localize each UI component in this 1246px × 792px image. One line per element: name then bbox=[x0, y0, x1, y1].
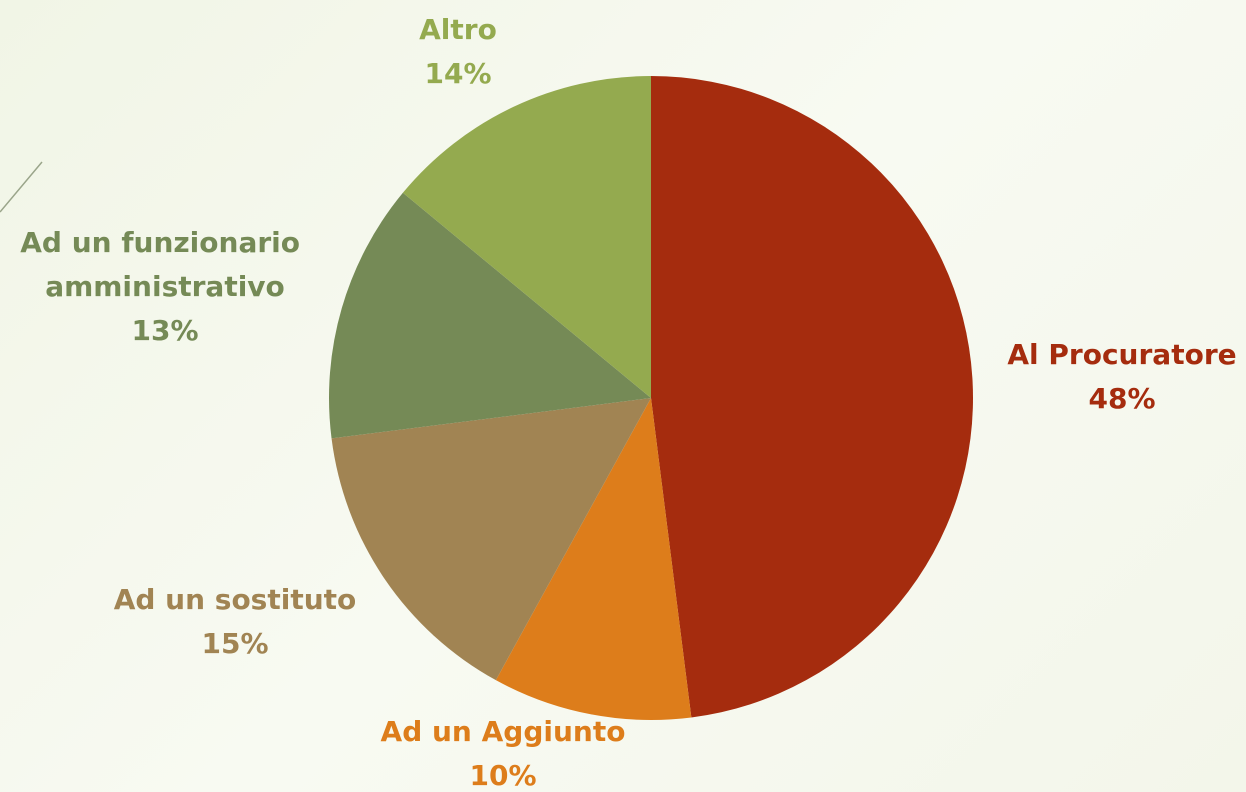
pie-slice bbox=[331, 398, 651, 681]
pie-slice bbox=[495, 398, 692, 720]
value-label: 48% bbox=[1088, 382, 1155, 415]
decoration bbox=[0, 161, 43, 213]
slice-label: Ad un sostituto bbox=[114, 583, 357, 616]
slice-label: Ad un Aggiunto bbox=[381, 715, 626, 748]
pie-slice bbox=[651, 76, 974, 718]
labels: Al Procuratore 48% Ad un Aggiunto 10% Ad un … bbox=[20, 13, 1236, 792]
value-label: 14% bbox=[424, 57, 491, 90]
pie bbox=[329, 76, 974, 720]
pie-slice bbox=[402, 76, 651, 398]
slice-label: Altro bbox=[419, 13, 497, 46]
pie-slice bbox=[329, 192, 651, 439]
slice-label: Al Procuratore bbox=[1007, 338, 1236, 371]
value-label: 15% bbox=[201, 627, 268, 660]
slice-label: Ad un funzionario amministrativo bbox=[20, 226, 309, 303]
value-label: 10% bbox=[469, 759, 536, 792]
value-label: 13% bbox=[131, 314, 198, 347]
